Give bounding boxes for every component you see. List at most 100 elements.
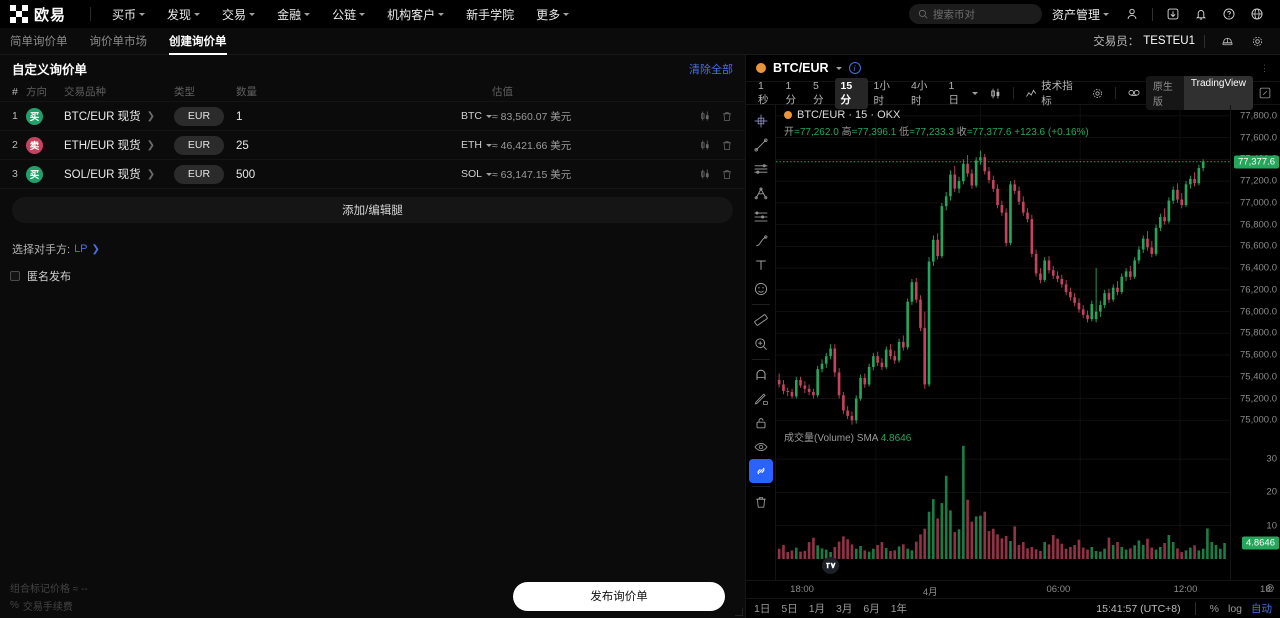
gear-icon[interactable] <box>1244 28 1270 54</box>
download-icon[interactable] <box>1160 1 1186 27</box>
delete-icon[interactable] <box>721 139 733 151</box>
magnet-icon[interactable] <box>749 363 773 387</box>
nav-item-buy-crypto[interactable]: 买币 <box>101 0 156 28</box>
chevron-down-icon[interactable] <box>835 67 842 70</box>
table-row[interactable]: 1 买 BTC/EUR 现货 ❯ EUR 1 BTC ≈ 83,560.07 美元 <box>0 102 745 131</box>
nav-item-institutional[interactable]: 机构客户 <box>376 0 455 28</box>
time-axis[interactable]: 18:00 4月 06:00 12:00 18: <box>746 580 1280 598</box>
type-cell[interactable]: EUR <box>174 106 236 126</box>
tab-simple-rfq[interactable]: 简单询价单 <box>10 36 68 48</box>
okx-logo[interactable]: 欧易 <box>10 4 66 25</box>
chevron-down-icon[interactable] <box>971 91 978 95</box>
timeframe-1h[interactable]: 1小时 <box>873 80 890 107</box>
crosshair-icon[interactable] <box>749 109 773 133</box>
compare-icon[interactable] <box>1122 87 1146 100</box>
pencil-lock-icon[interactable] <box>749 387 773 411</box>
log-scale-toggle[interactable]: log <box>1227 602 1242 615</box>
price-axis[interactable]: 77,800.077,600.077,400.077,200.077,000.0… <box>1230 105 1280 580</box>
bell-icon[interactable] <box>1188 1 1214 27</box>
range-1d[interactable]: 1日 <box>754 603 771 615</box>
timeframe-1s[interactable]: 1秒 <box>758 79 769 106</box>
symbol-cell[interactable]: SOL/EUR 现货 ❯ <box>64 166 174 182</box>
quantity-input[interactable]: 1 <box>236 109 440 123</box>
quantity-input[interactable]: 500 <box>236 167 440 181</box>
timeframe-1m[interactable]: 1分 <box>785 79 797 106</box>
horizontal-lines-icon[interactable] <box>749 157 773 181</box>
help-icon[interactable] <box>1216 1 1242 27</box>
currency-select[interactable]: SOL <box>440 168 492 180</box>
nav-item-discover[interactable]: 发现 <box>156 0 211 28</box>
nav-label: 交易 <box>222 7 247 22</box>
pitchfork-icon[interactable] <box>749 181 773 205</box>
timeframe-15m[interactable]: 15分 <box>834 77 868 109</box>
tab-create-rfq[interactable]: 创建询价单 <box>169 28 227 55</box>
view-mode-native[interactable]: 原生版 <box>1152 82 1173 108</box>
currency-select[interactable]: BTC <box>440 110 492 122</box>
fib-retracement-icon[interactable] <box>749 205 773 229</box>
timeframe-1d[interactable]: 1日 <box>948 79 959 106</box>
chart-type-icon[interactable] <box>984 87 1007 100</box>
symbol-cell[interactable]: BTC/EUR 现货 ❯ <box>64 108 174 124</box>
anonymous-checkbox[interactable] <box>10 271 20 281</box>
publish-rfq-button[interactable]: 发布询价单 <box>513 581 725 611</box>
nav-item-finance[interactable]: 金融 <box>266 0 321 28</box>
chevron-right-icon[interactable]: ❯ <box>91 243 100 255</box>
info-icon[interactable]: i <box>848 62 861 74</box>
tab-rfq-market[interactable]: 询价单市场 <box>89 36 148 48</box>
lock-icon[interactable] <box>749 411 773 435</box>
type-cell[interactable]: EUR <box>174 164 236 184</box>
range-1mo[interactable]: 1月 <box>808 603 826 615</box>
text-icon[interactable] <box>749 253 773 277</box>
trash-icon[interactable] <box>749 490 773 514</box>
table-row[interactable]: 2 卖 ETH/EUR 现货 ❯ EUR 25 ETH ≈ 46,421.66 美… <box>0 131 745 160</box>
anonymous-publish-row[interactable]: 匿名发布 <box>10 268 745 284</box>
view-mode-tradingview[interactable]: TradingView <box>1183 76 1253 110</box>
candlestick-icon[interactable] <box>699 168 711 180</box>
percent-scale-toggle[interactable]: % <box>1209 602 1219 615</box>
globe-icon[interactable] <box>1244 1 1270 27</box>
fullscreen-icon[interactable] <box>1257 84 1274 102</box>
asset-management-menu[interactable]: 资产管理 <box>1044 6 1117 23</box>
search-input[interactable]: 搜索币对 <box>908 4 1042 24</box>
price-tick: 75,200.0 <box>1240 393 1277 404</box>
table-row[interactable]: 3 买 SOL/EUR 现货 ❯ EUR 500 SOL ≈ 63,147.15 … <box>0 160 745 189</box>
candlestick-icon[interactable] <box>699 110 711 122</box>
quantity-input[interactable]: 25 <box>236 138 440 152</box>
counterparty-value[interactable]: LP <box>74 243 88 255</box>
symbol-cell[interactable]: ETH/EUR 现货 ❯ <box>64 137 174 153</box>
chart-pair-name: BTC/EUR <box>773 61 829 75</box>
resize-grip-icon[interactable] <box>735 608 743 616</box>
link-icon[interactable] <box>748 459 773 483</box>
timeframe-5m[interactable]: 5分 <box>813 79 824 106</box>
range-1y[interactable]: 1年 <box>890 603 908 615</box>
candlestick-icon[interactable] <box>699 139 711 151</box>
add-edit-leg-button[interactable]: 添加/编辑腿 <box>12 197 733 223</box>
time-settings-icon[interactable] <box>1265 583 1275 596</box>
type-cell[interactable]: EUR <box>174 135 236 155</box>
delete-icon[interactable] <box>721 168 733 180</box>
range-3mo[interactable]: 3月 <box>836 603 853 615</box>
range-5d[interactable]: 5日 <box>781 603 798 615</box>
panel-menu-icon[interactable]: ⋮ <box>1260 62 1270 73</box>
currency-select[interactable]: ETH <box>440 139 492 151</box>
eye-icon[interactable] <box>749 435 773 459</box>
chart-settings-icon[interactable] <box>1086 87 1109 100</box>
trend-line-icon[interactable] <box>749 133 773 157</box>
timeframe-4h[interactable]: 4小时 <box>911 80 928 107</box>
emoji-icon[interactable] <box>749 277 773 301</box>
nav-item-chain[interactable]: 公链 <box>321 0 376 28</box>
nav-item-trade[interactable]: 交易 <box>211 0 266 28</box>
helmet-icon[interactable] <box>1214 28 1240 54</box>
user-icon[interactable] <box>1119 1 1145 27</box>
clear-all-button[interactable]: 清除全部 <box>689 63 733 76</box>
delete-icon[interactable] <box>721 110 733 122</box>
nav-item-more[interactable]: 更多 <box>525 0 580 28</box>
range-6mo[interactable]: 6月 <box>863 603 880 615</box>
nav-item-academy[interactable]: 新手学院 <box>455 0 525 28</box>
ruler-icon[interactable] <box>749 308 773 332</box>
indicators-button[interactable]: 技术指标 <box>1020 78 1086 108</box>
auto-scale-toggle[interactable]: 自动 <box>1251 603 1272 615</box>
zoom-in-icon[interactable] <box>749 332 773 356</box>
brush-icon[interactable] <box>749 229 773 253</box>
chart-plot-area[interactable]: BTC/EUR · 15 · OKX 开=77,262.0 高=77,396.1… <box>776 105 1230 580</box>
